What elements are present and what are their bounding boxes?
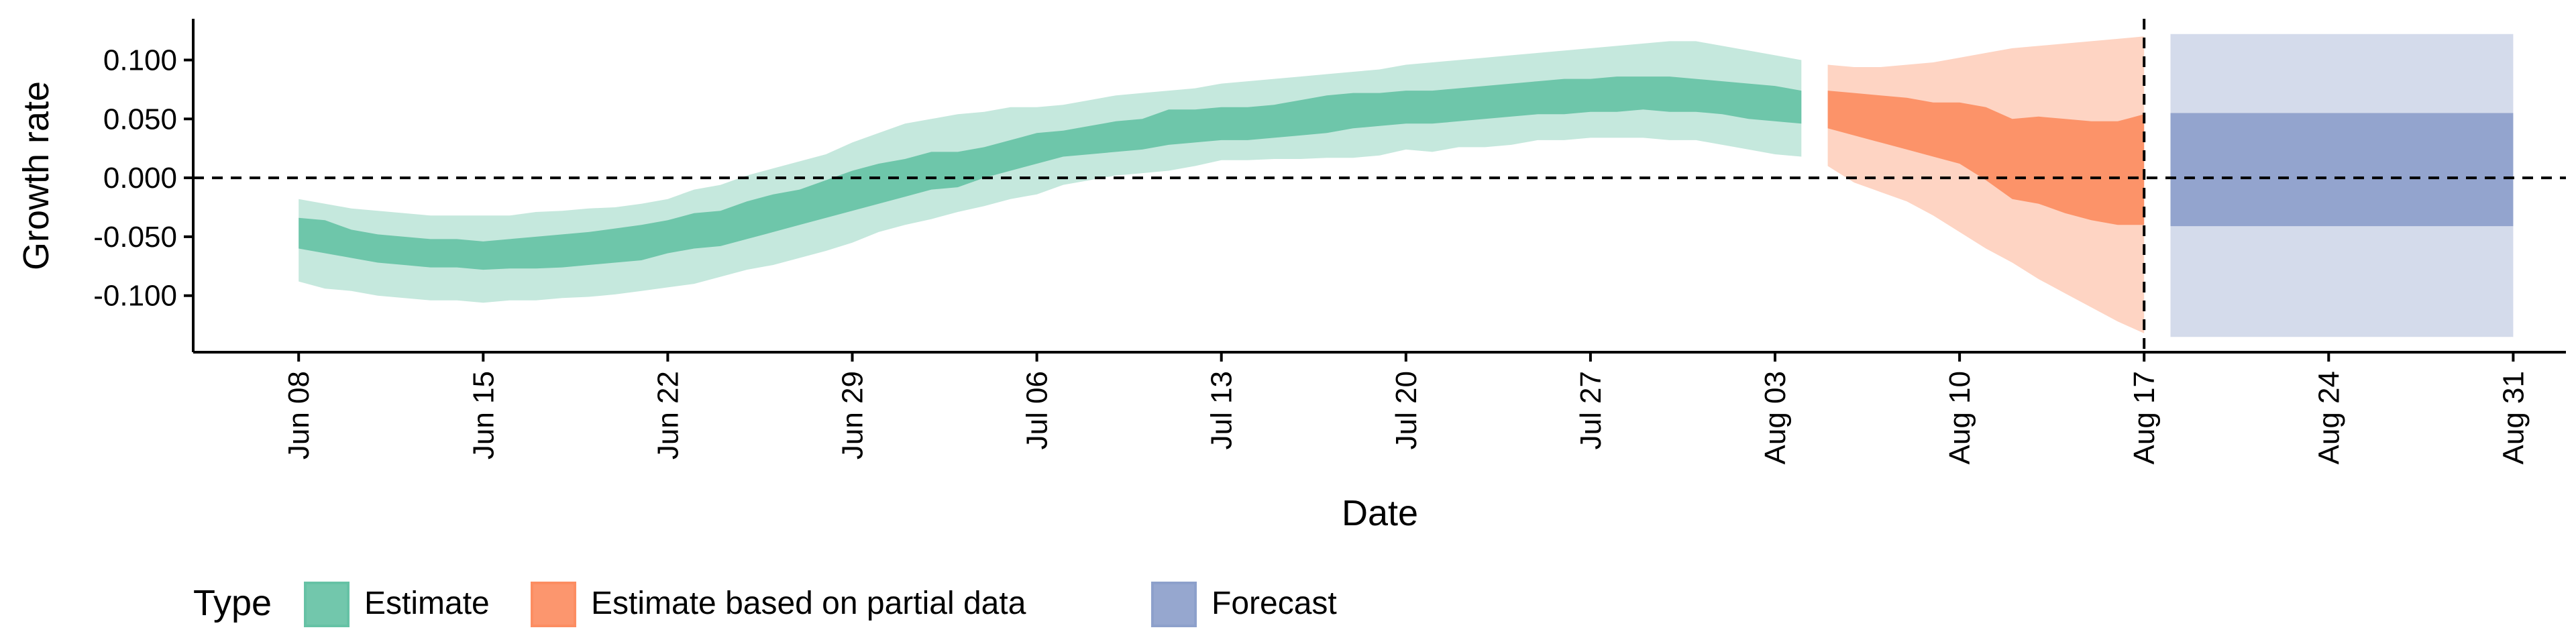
legend-label-estimate: Estimate xyxy=(364,586,490,621)
x-tick-label: Aug 31 xyxy=(2497,371,2530,464)
x-axis-title: Date xyxy=(1342,493,1418,533)
uncertainty-bands xyxy=(299,34,2514,337)
legend-swatch-forecast xyxy=(1151,582,1197,627)
x-axis-ticks: Jun 08 Jun 15 Jun 22 Jun 29 Jul 06 Jul 13 Jul … xyxy=(282,352,2530,464)
legend-label-estimate-based-on-partial-data: Estimate based on partial data xyxy=(591,586,1026,621)
legend-swatch-estimate xyxy=(304,582,350,627)
x-tick-label: Jul 13 xyxy=(1205,371,1238,449)
y-tick-label: 0.100 xyxy=(103,44,177,76)
x-tick-label: Jun 22 xyxy=(651,371,684,460)
legend-swatch-estimate-based-on-partial-data xyxy=(531,582,576,627)
legend-items: Estimate Estimate based on partial data Fo… xyxy=(304,582,1337,627)
y-axis-ticks: 0.100 0.050 0.000 -0.050 -0.100 xyxy=(93,44,193,313)
x-tick-label: Jul 06 xyxy=(1021,371,1054,449)
x-tick-label: Jun 08 xyxy=(282,371,315,460)
x-tick-label: Jun 15 xyxy=(467,371,500,460)
y-tick-label: -0.100 xyxy=(93,280,177,313)
y-tick-label: -0.050 xyxy=(93,221,177,254)
x-tick-label: Aug 17 xyxy=(2128,371,2161,464)
y-tick-label: 0.050 xyxy=(103,103,177,136)
x-tick-label: Jul 27 xyxy=(1574,371,1607,449)
x-tick-label: Aug 24 xyxy=(2312,371,2345,464)
forecast-band-50 xyxy=(2170,113,2514,227)
x-tick-label: Jun 29 xyxy=(837,371,869,460)
y-tick-label: 0.000 xyxy=(103,162,177,195)
estimate-band-50 xyxy=(299,76,1802,270)
legend: Type Estimate Estimate based on partial d… xyxy=(193,582,1337,627)
estimate-based-on-partial-data-band-50 xyxy=(1827,91,2145,225)
legend-title: Type xyxy=(193,583,272,623)
y-axis-title: Growth rate xyxy=(16,81,56,270)
reference-lines xyxy=(193,19,2566,352)
legend-label-forecast: Forecast xyxy=(1212,586,1337,621)
x-tick-label: Aug 10 xyxy=(1943,371,1976,464)
x-tick-label: Aug 03 xyxy=(1759,371,1792,464)
x-tick-label: Jul 20 xyxy=(1390,371,1423,449)
